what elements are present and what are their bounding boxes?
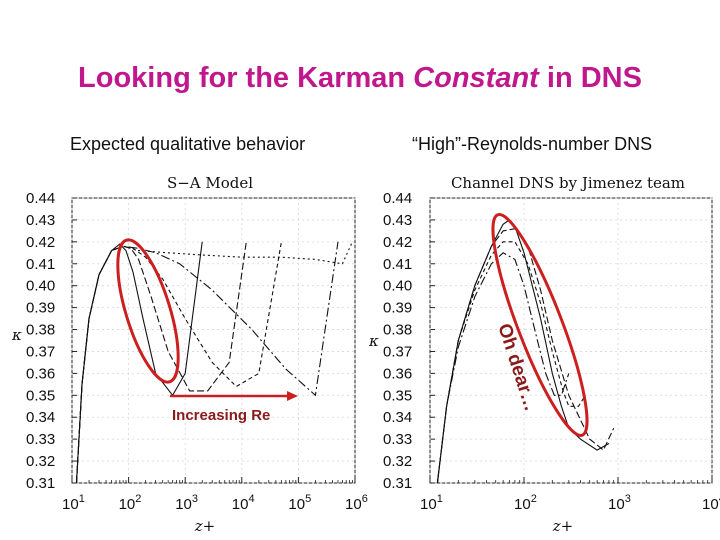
y-tick-label: 0.43 [383, 212, 412, 229]
x-tick-label: 102 [514, 493, 537, 513]
y-tick-label: 0.43 [26, 212, 55, 229]
y-tick-label: 0.41 [26, 256, 55, 273]
increasing-re-label: Increasing Re [172, 407, 270, 424]
series-line-5 [75, 241, 353, 484]
y-tick-label: 0.40 [383, 278, 412, 295]
title-emphasis: Constant [413, 62, 539, 94]
x-axis-label: z+ [194, 517, 215, 535]
series-line-3 [75, 241, 282, 484]
page-title: Looking for the Karman Constant in DNS [0, 62, 720, 95]
title-part1: Looking for the Karman [78, 62, 414, 94]
y-tick-label: 0.37 [383, 343, 412, 360]
y-tick-label: 0.38 [383, 322, 412, 339]
y-tick-label: 0.39 [383, 300, 412, 317]
y-tick-label: 0.32 [26, 453, 55, 470]
y-tick-label: 0.41 [383, 256, 412, 273]
x-tick-label: 102 [119, 493, 142, 513]
y-tick-label: 0.39 [26, 300, 55, 317]
y-tick-label: 0.36 [383, 365, 412, 382]
y-tick-label: 0.40 [26, 278, 55, 295]
x-tick-label: 104 [702, 493, 720, 513]
y-axis-label: κ [11, 326, 22, 344]
y-tick-label: 0.42 [383, 234, 412, 251]
x-tick-label: 101 [62, 493, 85, 513]
y-tick-label: 0.44 [383, 190, 412, 207]
title-part3: in DNS [538, 62, 642, 94]
plot-frame [71, 197, 356, 484]
series-line-4 [436, 252, 570, 484]
y-tick-label: 0.31 [26, 475, 55, 492]
arrow-head [287, 391, 298, 401]
x-tick-label: 103 [175, 493, 198, 513]
plot-frame [429, 197, 713, 484]
y-axis-label: κ [368, 332, 379, 350]
highlight-ellipse [491, 213, 589, 437]
y-tick-label: 0.31 [383, 475, 412, 492]
chart-1: 0.44 0.43 0.42 0.41 0.40 0.39 0.38 0.37 0.36 0.35… [11, 174, 368, 535]
y-tick-label: 0.42 [26, 234, 55, 251]
x-tick-label: 106 [345, 493, 368, 513]
x-tick-label: 103 [608, 493, 631, 513]
y-tick-label: 0.36 [26, 365, 55, 382]
chart-title: Channel DNS by Jimenez team [451, 174, 685, 192]
y-tick-label: 0.33 [26, 431, 55, 448]
x-axis-label: z+ [552, 517, 573, 535]
x-tick-label: 104 [232, 493, 255, 513]
x-tick-label: 101 [420, 493, 443, 513]
y-tick-label: 0.35 [383, 387, 412, 404]
y-tick-label: 0.44 [26, 190, 55, 207]
right-subtitle: “High”-Reynolds-number DNS [412, 134, 653, 154]
chart-title: S−A Model [167, 174, 253, 192]
left-subtitle: Expected qualitative behavior [70, 134, 306, 154]
y-tick-label: 0.33 [383, 431, 412, 448]
series-line-4 [75, 241, 339, 484]
y-tick-label: 0.35 [26, 387, 55, 404]
y-tick-label: 0.38 [26, 322, 55, 339]
chart-2: 0.44 0.43 0.42 0.41 0.40 0.39 0.38 0.37 0.36 0.35… [368, 174, 720, 535]
highlight-ellipse [116, 238, 180, 384]
y-tick-label: 0.34 [26, 409, 55, 426]
x-tick-label: 105 [288, 493, 311, 513]
y-tick-label: 0.32 [383, 453, 412, 470]
y-tick-label: 0.34 [383, 409, 412, 426]
series-line-3 [436, 241, 586, 484]
y-tick-label: 0.37 [26, 343, 55, 360]
